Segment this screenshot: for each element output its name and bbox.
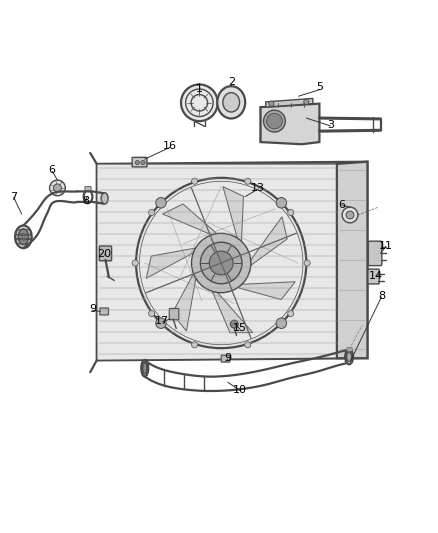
Text: 20: 20	[98, 249, 112, 259]
Ellipse shape	[223, 93, 240, 112]
Text: 10: 10	[233, 385, 247, 394]
Circle shape	[245, 178, 251, 184]
Text: 6: 6	[49, 165, 56, 175]
Text: 16: 16	[163, 141, 177, 151]
Polygon shape	[261, 103, 319, 144]
Circle shape	[288, 209, 294, 215]
Circle shape	[49, 180, 65, 196]
Circle shape	[304, 260, 310, 266]
Circle shape	[304, 99, 309, 104]
Circle shape	[267, 113, 283, 129]
Polygon shape	[238, 282, 295, 300]
Text: 11: 11	[379, 240, 393, 251]
Polygon shape	[146, 248, 195, 278]
Ellipse shape	[15, 225, 32, 248]
Text: 8: 8	[82, 196, 89, 206]
Text: 5: 5	[316, 82, 323, 92]
Circle shape	[191, 233, 251, 293]
Ellipse shape	[217, 86, 245, 118]
Circle shape	[156, 318, 166, 328]
Circle shape	[209, 251, 233, 275]
Circle shape	[276, 318, 286, 328]
FancyBboxPatch shape	[100, 308, 109, 315]
Circle shape	[148, 311, 155, 317]
Text: 13: 13	[251, 183, 265, 193]
FancyBboxPatch shape	[99, 246, 112, 261]
Text: 15: 15	[233, 324, 247, 334]
Polygon shape	[97, 161, 367, 360]
Circle shape	[346, 211, 354, 219]
Circle shape	[269, 101, 274, 106]
Ellipse shape	[18, 229, 28, 245]
Circle shape	[288, 311, 294, 317]
Circle shape	[201, 242, 242, 284]
Circle shape	[141, 160, 145, 165]
FancyBboxPatch shape	[85, 187, 91, 191]
Circle shape	[156, 198, 166, 208]
Circle shape	[181, 84, 218, 121]
Ellipse shape	[346, 352, 352, 362]
FancyBboxPatch shape	[347, 348, 352, 351]
Circle shape	[264, 110, 286, 132]
Polygon shape	[337, 161, 367, 358]
Text: 17: 17	[155, 316, 170, 326]
Circle shape	[230, 320, 238, 328]
Polygon shape	[251, 217, 287, 265]
Text: 2: 2	[228, 77, 235, 87]
Polygon shape	[212, 292, 253, 333]
Text: 1: 1	[196, 84, 203, 94]
FancyBboxPatch shape	[368, 269, 379, 284]
Text: 9: 9	[224, 353, 231, 363]
Text: 9: 9	[89, 304, 96, 314]
Polygon shape	[172, 274, 196, 331]
Text: 3: 3	[327, 119, 334, 130]
Text: 6: 6	[339, 199, 346, 209]
Ellipse shape	[101, 193, 108, 204]
Circle shape	[132, 260, 138, 266]
Text: 14: 14	[369, 271, 383, 281]
FancyBboxPatch shape	[169, 309, 179, 320]
Circle shape	[148, 209, 155, 215]
Circle shape	[135, 160, 140, 165]
FancyBboxPatch shape	[368, 241, 382, 265]
Circle shape	[245, 342, 251, 348]
Polygon shape	[266, 99, 313, 107]
Circle shape	[342, 207, 358, 223]
Polygon shape	[162, 204, 217, 235]
Polygon shape	[97, 164, 337, 360]
FancyBboxPatch shape	[221, 355, 230, 362]
Polygon shape	[223, 187, 244, 241]
Ellipse shape	[143, 362, 147, 374]
Text: 8: 8	[378, 291, 385, 301]
Circle shape	[191, 342, 198, 348]
Circle shape	[191, 178, 198, 184]
Ellipse shape	[141, 360, 148, 376]
Circle shape	[276, 198, 286, 208]
Circle shape	[53, 184, 61, 192]
FancyBboxPatch shape	[132, 157, 147, 167]
Text: 7: 7	[10, 192, 18, 201]
